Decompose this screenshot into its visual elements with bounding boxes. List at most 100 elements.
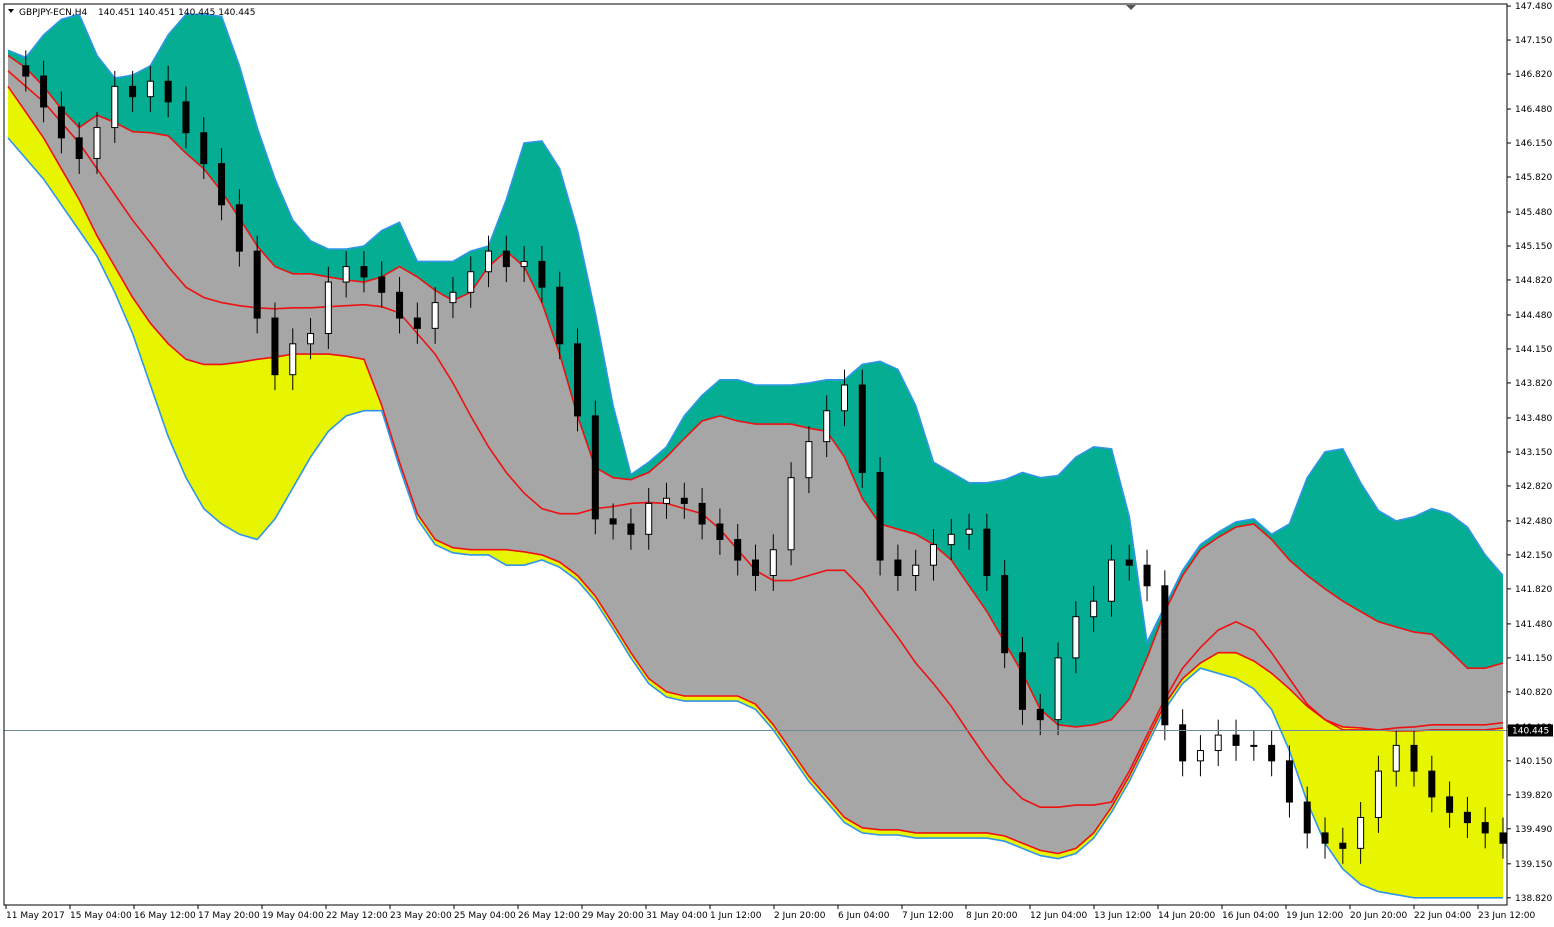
plot-frame	[3, 3, 1508, 906]
x-tick-label: 22 May 12:00	[326, 911, 388, 921]
y-tick-label: 138.820	[1515, 894, 1552, 904]
candle-body	[1357, 816, 1365, 849]
y-tick-label: 142.480	[1515, 517, 1552, 527]
candle-body	[1072, 616, 1080, 659]
x-tick-label: 1 Jun 12:00	[710, 911, 762, 921]
candle-body	[1481, 822, 1489, 834]
candle-body	[1001, 574, 1009, 654]
candle-body	[627, 523, 635, 535]
candles	[22, 50, 1507, 864]
y-tick-label: 143.150	[1515, 448, 1552, 458]
x-tick-label: 25 May 04:00	[454, 911, 516, 921]
y-tick-label: 140.150	[1515, 757, 1552, 767]
candle-body	[556, 286, 564, 345]
candle-body	[823, 410, 831, 443]
candle-body	[663, 497, 671, 504]
candle-body	[485, 250, 493, 273]
y-tick-label: 139.820	[1515, 791, 1552, 801]
y-tick-label: 143.820	[1515, 379, 1552, 389]
x-tick-label: 19 Jun 12:00	[1286, 911, 1343, 921]
candle-body	[1463, 811, 1471, 824]
shift-marker-icon[interactable]	[1126, 5, 1136, 10]
candle-body	[645, 502, 653, 535]
candle-body	[75, 137, 83, 159]
y-tick-label: 146.820	[1515, 70, 1552, 80]
candle-body	[1392, 744, 1400, 772]
candle-body	[1374, 770, 1382, 818]
candle-body	[929, 544, 937, 566]
candle-body	[1321, 832, 1329, 844]
candle-body	[164, 80, 172, 103]
y-tick-label: 144.480	[1515, 311, 1552, 321]
candle-body	[1499, 832, 1507, 844]
y-tick-label: 142.150	[1515, 551, 1552, 561]
x-tick-label: 15 May 04:00	[70, 911, 132, 921]
y-axis: 147.480 147.150 146.820 146.480 146.150 145.8…	[1507, 2, 1552, 904]
x-tick-label: 29 May 20:00	[582, 911, 644, 921]
candle-body	[1161, 585, 1169, 726]
candle-body	[22, 65, 30, 77]
x-tick-label: 2 Jun 20:00	[774, 911, 826, 921]
y-tick-label: 143.480	[1515, 414, 1552, 424]
candle-body	[360, 266, 368, 278]
y-tick-label: 145.820	[1515, 173, 1552, 183]
candle-body	[93, 127, 101, 159]
candle-body	[1214, 734, 1222, 752]
chart-header: GBPJPY-ECN,H4 140.451 140.451 140.445 14…	[8, 5, 1136, 18]
bull-zone-fill	[8, 86, 1503, 898]
y-tick-label: 141.480	[1515, 620, 1552, 630]
x-tick-label: 31 May 04:00	[646, 911, 708, 921]
candle-body	[752, 559, 759, 576]
candle-body	[1036, 708, 1044, 721]
candle-body	[840, 384, 848, 412]
candle-body	[413, 317, 421, 329]
collapse-triangle-icon[interactable]	[8, 9, 14, 13]
x-tick-label: 16 Jun 04:00	[1222, 911, 1279, 921]
x-tick-label: 17 May 20:00	[198, 911, 260, 921]
y-tick-label: 141.150	[1515, 654, 1552, 664]
candle-body	[449, 291, 457, 304]
y-tick-label: 147.480	[1515, 2, 1552, 12]
candle-body	[502, 250, 510, 268]
candle-body	[947, 533, 955, 546]
x-tick-label: 26 May 12:00	[518, 911, 580, 921]
candle-body	[787, 477, 795, 551]
y-tick-label: 142.820	[1515, 482, 1552, 492]
x-tick-label: 16 May 12:00	[134, 911, 196, 921]
x-tick-label: 14 Jun 20:00	[1158, 911, 1215, 921]
candle-body	[396, 291, 404, 319]
current-price-label: 140.445	[1508, 724, 1553, 737]
x-tick-label: 23 Jun 12:00	[1478, 911, 1535, 921]
candle-body	[378, 276, 386, 293]
candle-body	[200, 132, 208, 165]
x-tick-label: 19 May 04:00	[262, 911, 324, 921]
y-tick-label: 141.820	[1515, 585, 1552, 595]
candle-body	[1054, 657, 1062, 721]
candle-body	[289, 343, 297, 376]
candle-body	[1268, 744, 1276, 762]
candle-body	[858, 384, 866, 474]
candle-body	[805, 441, 813, 479]
candle-body	[146, 80, 154, 98]
outer-lower-band-line	[7, 137, 1503, 899]
candle-body	[342, 266, 350, 283]
candle-body	[1143, 564, 1151, 587]
candle-body	[591, 415, 599, 520]
candle-body	[769, 549, 777, 576]
symbol-label: GBPJPY-ECN,H4	[19, 8, 87, 18]
candle-body	[431, 302, 439, 329]
candle-body	[574, 343, 582, 417]
candle-body	[716, 523, 724, 540]
candle-body	[1339, 842, 1347, 849]
candle-body	[111, 85, 119, 129]
y-tick-label: 144.820	[1515, 276, 1552, 286]
x-tick-label: 20 Jun 20:00	[1350, 911, 1407, 921]
candle-body	[1018, 652, 1026, 710]
candle-body	[983, 528, 991, 576]
x-tick-label: 8 Jun 20:00	[966, 911, 1018, 921]
candle-body	[1446, 796, 1454, 813]
candle-body	[876, 472, 884, 561]
candle-body	[698, 502, 706, 525]
candle-body	[538, 260, 546, 288]
